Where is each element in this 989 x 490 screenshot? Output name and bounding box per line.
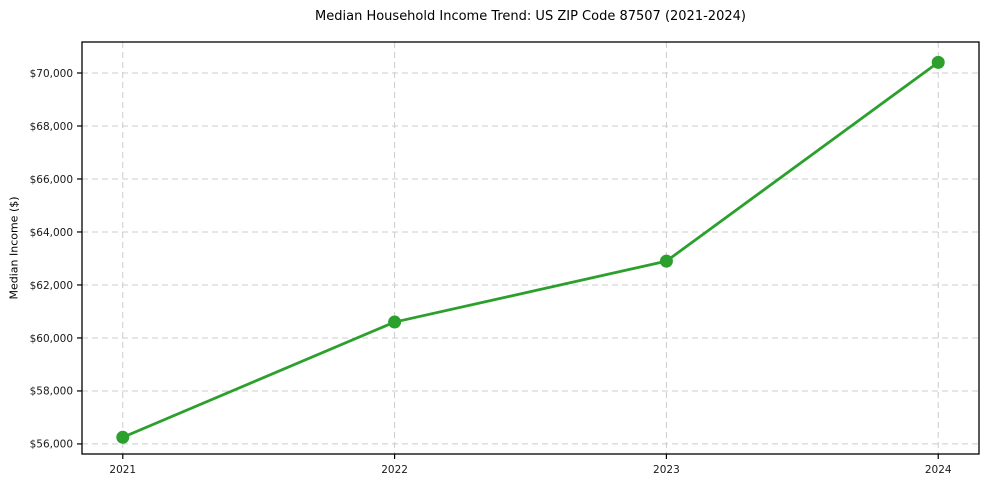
- y-tick-label: $68,000: [30, 121, 73, 133]
- y-tick-label: $70,000: [30, 68, 73, 80]
- y-tick-label: $56,000: [30, 439, 73, 451]
- chart-title: Median Household Income Trend: US ZIP Co…: [315, 9, 746, 24]
- data-point-marker: [931, 55, 945, 69]
- plot-frame: [81, 41, 980, 455]
- y-tick-label: $66,000: [30, 174, 73, 186]
- data-point-marker: [116, 430, 130, 444]
- x-tick-label: 2024: [925, 464, 952, 476]
- x-tick-label: 2023: [653, 464, 680, 476]
- data-point-marker: [388, 315, 402, 329]
- data-point-marker: [659, 254, 673, 268]
- y-tick-label: $62,000: [30, 280, 73, 292]
- x-tick-label: 2022: [381, 464, 408, 476]
- y-tick-label: $64,000: [30, 227, 73, 239]
- y-tick-label: $58,000: [30, 386, 73, 398]
- series-line: [121, 61, 940, 439]
- x-tick-label: 2021: [109, 464, 136, 476]
- y-tick-label: $60,000: [30, 333, 73, 345]
